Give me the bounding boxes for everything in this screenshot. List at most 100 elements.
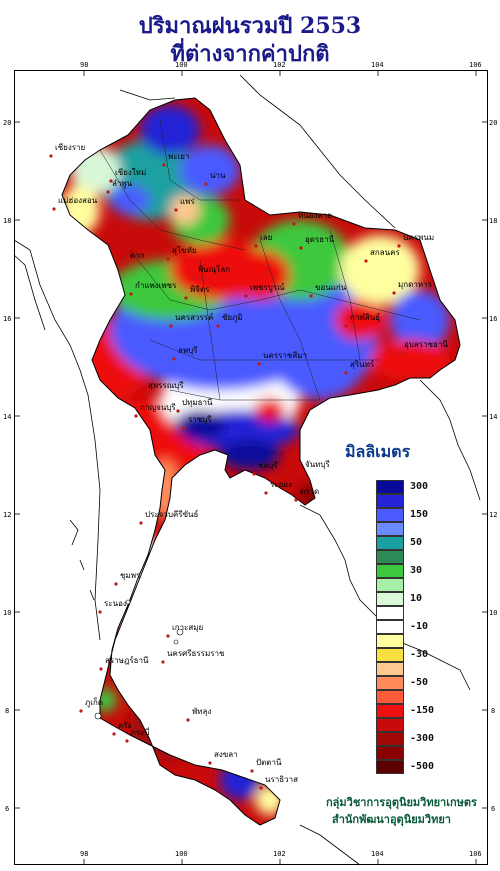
- place-label: ประจวบคีรีขันธ์: [145, 509, 199, 519]
- place-label: ตรัง: [118, 721, 131, 730]
- lat-tick: 14: [489, 413, 497, 421]
- legend-label: 10: [410, 593, 423, 604]
- legend-label: -300: [410, 733, 435, 744]
- place-label: กำแพงเพชร: [135, 281, 177, 290]
- place-label: ชลบุรี: [258, 461, 278, 470]
- place-label: แพร่: [180, 197, 195, 206]
- place-label: สกลนคร: [370, 248, 400, 257]
- legend-swatch: [376, 690, 404, 704]
- place-label: แม่ฮ่องสอน: [58, 196, 98, 205]
- lat-tick: 12: [3, 511, 11, 519]
- legend-swatch: [376, 578, 404, 592]
- place-label: ระยอง: [270, 480, 292, 489]
- legend-swatch: [376, 620, 404, 634]
- station-dot: [299, 246, 303, 250]
- place-label: ลำพูน: [112, 179, 133, 189]
- station-dot: [161, 660, 165, 664]
- station-dot: [142, 392, 146, 396]
- place-label: พิจิตร: [190, 285, 210, 294]
- legend-swatch: [376, 718, 404, 732]
- station-dot: [299, 471, 303, 475]
- station-dot: [309, 294, 313, 298]
- legend-label: 50: [410, 537, 423, 548]
- station-dot: [172, 357, 176, 361]
- legend-label: -50: [410, 677, 429, 688]
- station-dot: [99, 667, 103, 671]
- station-dot: [192, 276, 196, 280]
- station-dot: [398, 351, 402, 355]
- place-label: นครสวรรค์: [175, 312, 213, 322]
- legend-swatch: [376, 508, 404, 522]
- station-dot: [257, 362, 261, 366]
- lat-labels-right: 20 18 16 14 12 10 8 6: [489, 119, 497, 813]
- place-label: ลพบุรี: [178, 346, 198, 355]
- lon-tick: 102: [273, 850, 286, 858]
- station-dot: [79, 709, 83, 713]
- station-dot: [49, 154, 53, 158]
- station-dot: [124, 262, 128, 266]
- station-dot: [397, 244, 401, 248]
- credit-line1: กลุ่มวิชาการอุตุนิยมวิทยาเกษตร: [326, 796, 477, 809]
- station-dot: [139, 521, 143, 525]
- lat-tick: 16: [3, 315, 11, 323]
- place-label: ตราด: [300, 487, 319, 496]
- legend-label: 300: [410, 481, 429, 492]
- legend-swatch: [376, 592, 404, 606]
- lon-tick: 102: [273, 61, 286, 69]
- station-dot: [106, 190, 110, 194]
- station-dot: [112, 732, 116, 736]
- place-label: ปัตตานี: [256, 758, 282, 767]
- station-dot: [264, 491, 268, 495]
- station-dot: [292, 222, 296, 226]
- station-dot: [182, 426, 186, 430]
- station-dot: [250, 769, 254, 773]
- place-label: ขอนแก่น: [315, 283, 347, 292]
- place-label: ระนอง: [104, 599, 127, 608]
- legend-swatch: [376, 550, 404, 564]
- legend-swatch: [376, 606, 404, 620]
- station-dot: [114, 582, 118, 586]
- legend-swatch: [376, 662, 404, 676]
- place-label: เกาะสมุย: [172, 623, 203, 632]
- station-dot: [176, 409, 180, 413]
- lat-tick: 8: [491, 707, 495, 715]
- station-dot: [169, 324, 173, 328]
- place-label: กระบี่: [131, 726, 150, 737]
- station-dot: [98, 610, 102, 614]
- neighbor-coastlines: [13, 74, 481, 866]
- place-label: สุรินทร์: [350, 359, 375, 369]
- lon-tick: 100: [175, 61, 188, 69]
- map-title-line2: ที่ต่างจากค่าปกติ: [170, 41, 330, 67]
- station-dot: [216, 324, 220, 328]
- place-label: เลย: [260, 233, 272, 242]
- lat-tick: 12: [489, 511, 497, 519]
- station-dot: [52, 207, 56, 211]
- station-dot: [364, 259, 368, 263]
- lon-tick: 106: [469, 850, 482, 858]
- station-dot: [294, 498, 298, 502]
- place-label: สุโขทัย: [172, 245, 197, 255]
- legend-swatch: [376, 676, 404, 690]
- legend-label: -500: [410, 761, 435, 772]
- lat-tick: 14: [3, 413, 11, 421]
- legend-swatch: [376, 648, 404, 662]
- credit-line2: สำนักพัฒนาอุตุนิยมวิทยา: [332, 813, 451, 826]
- station-dot: [184, 296, 188, 300]
- map-title-line1: ปริมาณฝนรวมปี 2553: [138, 13, 362, 39]
- place-label: อุบลราชธานี: [404, 340, 448, 349]
- lon-tick: 104: [371, 61, 384, 69]
- place-label: เพชรบูรณ์: [250, 282, 285, 293]
- place-label: อุดรธานี: [305, 235, 335, 244]
- place-label: นครราชสีมา: [263, 351, 307, 360]
- place-label: มุกดาหาร: [398, 280, 433, 289]
- lon-tick: 98: [80, 61, 88, 69]
- lat-tick: 6: [5, 805, 9, 813]
- place-label: ราชบุรี: [188, 415, 212, 424]
- lon-labels-top: 98 100 102 104 106: [80, 61, 482, 69]
- legend-swatch: [376, 522, 404, 536]
- station-dot: [129, 292, 133, 296]
- place-label: ภูเก็ต: [85, 697, 103, 708]
- legend-swatch: [376, 536, 404, 550]
- place-label: ปทุมธานี: [182, 398, 213, 407]
